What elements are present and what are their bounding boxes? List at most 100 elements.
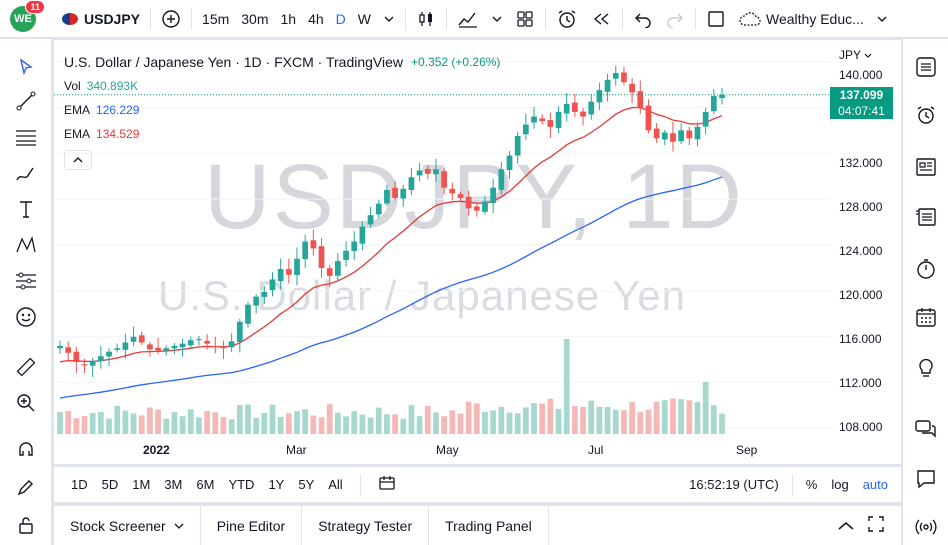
volume-bar	[318, 417, 325, 434]
tab-strategy-tester[interactable]: Strategy Tester	[302, 506, 430, 545]
candle-body	[318, 246, 325, 268]
range-1m[interactable]: 1M	[132, 477, 151, 492]
compare-add-button[interactable]	[155, 0, 187, 38]
icons-tool-button[interactable]	[12, 303, 40, 331]
percent-scale-toggle[interactable]: %	[805, 477, 818, 492]
news-button[interactable]	[912, 203, 940, 231]
legend-collapse-button[interactable]	[64, 150, 92, 170]
indicators-dropdown-button[interactable]	[485, 0, 509, 38]
data-window-button[interactable]	[912, 153, 940, 181]
fib-tool-button[interactable]	[12, 123, 40, 151]
measure-tool-button[interactable]	[12, 353, 40, 381]
legend-ema-fast-row[interactable]: EMA 134.529	[64, 122, 500, 146]
symbol-search-button[interactable]: USDJPY	[56, 0, 146, 38]
calendar-button[interactable]	[912, 303, 940, 331]
range-1d[interactable]: 1D	[71, 477, 88, 492]
watchlist-button[interactable]	[912, 53, 940, 81]
range-all[interactable]: All	[328, 477, 343, 492]
range-1y[interactable]: 1Y	[268, 477, 285, 492]
price-axis[interactable]: JPY 140.000 132.000 128.000 124.000 120.…	[831, 40, 901, 464]
chart-pane[interactable]: USDJPY, 1D U.S. Dollar / Japanese Yen U.…	[54, 40, 901, 464]
prediction-tool-button[interactable]	[12, 267, 40, 295]
volume-bar	[359, 414, 366, 434]
interval-4h[interactable]: 4h	[308, 10, 324, 27]
candle-body	[220, 345, 227, 349]
zoom-in-icon	[17, 394, 35, 412]
range-6m[interactable]: 6M	[196, 477, 215, 492]
maximize-panel-button[interactable]	[861, 516, 891, 535]
candle-body	[196, 339, 202, 341]
candle-body	[531, 116, 537, 123]
ema-fast-label: EMA	[64, 127, 91, 141]
cursor-tool-button[interactable]	[12, 53, 40, 81]
lock-drawings-button[interactable]	[12, 511, 40, 539]
volume-bar	[498, 406, 505, 434]
brush-tool-button[interactable]	[12, 159, 40, 187]
auto-scale-toggle[interactable]: auto	[862, 477, 888, 492]
layouts-button[interactable]	[509, 0, 541, 38]
chevron-up-icon	[838, 521, 854, 530]
lightbulb-icon	[919, 358, 933, 377]
date-range-button[interactable]	[371, 475, 403, 494]
ruler-icon	[16, 357, 36, 377]
messages-button[interactable]	[912, 465, 940, 493]
volume-bar	[212, 412, 219, 434]
timezone-clock[interactable]: 16:52:19 (UTC)	[689, 477, 779, 492]
divider	[191, 7, 193, 30]
range-5d[interactable]: 5D	[101, 477, 119, 492]
currency-selector[interactable]: JPY	[839, 48, 872, 62]
layout-name-button[interactable]: Wealthy Educ...	[732, 0, 870, 38]
volume-bar	[408, 405, 415, 434]
candle-body	[702, 111, 709, 127]
pattern-tool-button[interactable]	[12, 231, 40, 259]
redo-button[interactable]	[659, 0, 691, 38]
tab-stock-screener[interactable]: Stock Screener	[54, 506, 201, 545]
interval-15m[interactable]: 15m	[202, 10, 230, 27]
range-3m[interactable]: 3M	[164, 477, 183, 492]
candle-body	[547, 120, 554, 127]
alert-button[interactable]	[550, 0, 584, 38]
right-sidebar	[902, 39, 948, 545]
alerts-button[interactable]	[912, 101, 940, 129]
magnet-tool-button[interactable]	[12, 437, 40, 465]
time-axis[interactable]: 2022 Mar May Jul Sep	[54, 436, 901, 464]
legend-ema-slow-row[interactable]: EMA 126.229	[64, 98, 500, 122]
volume-bar	[482, 411, 488, 434]
volume-bar	[106, 418, 112, 434]
user-avatar[interactable]: WE 11	[10, 0, 45, 32]
legend-volume-row[interactable]: Vol 340.893K	[64, 74, 500, 98]
stay-drawing-button[interactable]	[12, 473, 40, 501]
volume-bar	[400, 418, 407, 434]
tab-trading-panel[interactable]: Trading Panel	[429, 506, 549, 545]
interval-1h[interactable]: 1h	[280, 10, 297, 27]
range-ytd[interactable]: YTD	[228, 477, 255, 492]
price-chart[interactable]	[54, 40, 831, 464]
volume-bar	[98, 411, 104, 434]
range-5y[interactable]: 5Y	[298, 477, 315, 492]
fullscreen-button[interactable]	[700, 0, 732, 38]
interval-dropdown-button[interactable]	[377, 0, 401, 38]
log-scale-toggle[interactable]: log	[831, 477, 849, 492]
legend-title[interactable]: U.S. Dollar / Japanese Yen · 1D · FXCM ·…	[64, 54, 404, 70]
calendar-economic-button[interactable]	[912, 255, 940, 283]
replay-button[interactable]	[584, 0, 618, 38]
interval-w[interactable]: W	[357, 10, 371, 27]
indicators-icon	[458, 12, 477, 28]
tab-pine-editor[interactable]: Pine Editor	[201, 506, 303, 545]
streams-button[interactable]	[912, 513, 940, 541]
collapse-panel-button[interactable]	[831, 518, 861, 534]
candle-body	[645, 105, 652, 131]
chevron-down-icon	[877, 16, 887, 22]
layout-dropdown-button[interactable]	[870, 0, 894, 38]
indicators-button[interactable]	[451, 0, 485, 38]
trendline-tool-button[interactable]	[12, 87, 40, 115]
zoom-tool-button[interactable]	[12, 389, 40, 417]
text-tool-button[interactable]	[12, 195, 40, 223]
ideas-button[interactable]	[912, 353, 940, 381]
volume-bar	[514, 413, 521, 434]
interval-d[interactable]: D	[335, 10, 346, 27]
interval-30m[interactable]: 30m	[241, 10, 269, 27]
chats-button[interactable]	[912, 415, 940, 443]
chart-type-button[interactable]	[410, 0, 442, 38]
undo-button[interactable]	[627, 0, 659, 38]
